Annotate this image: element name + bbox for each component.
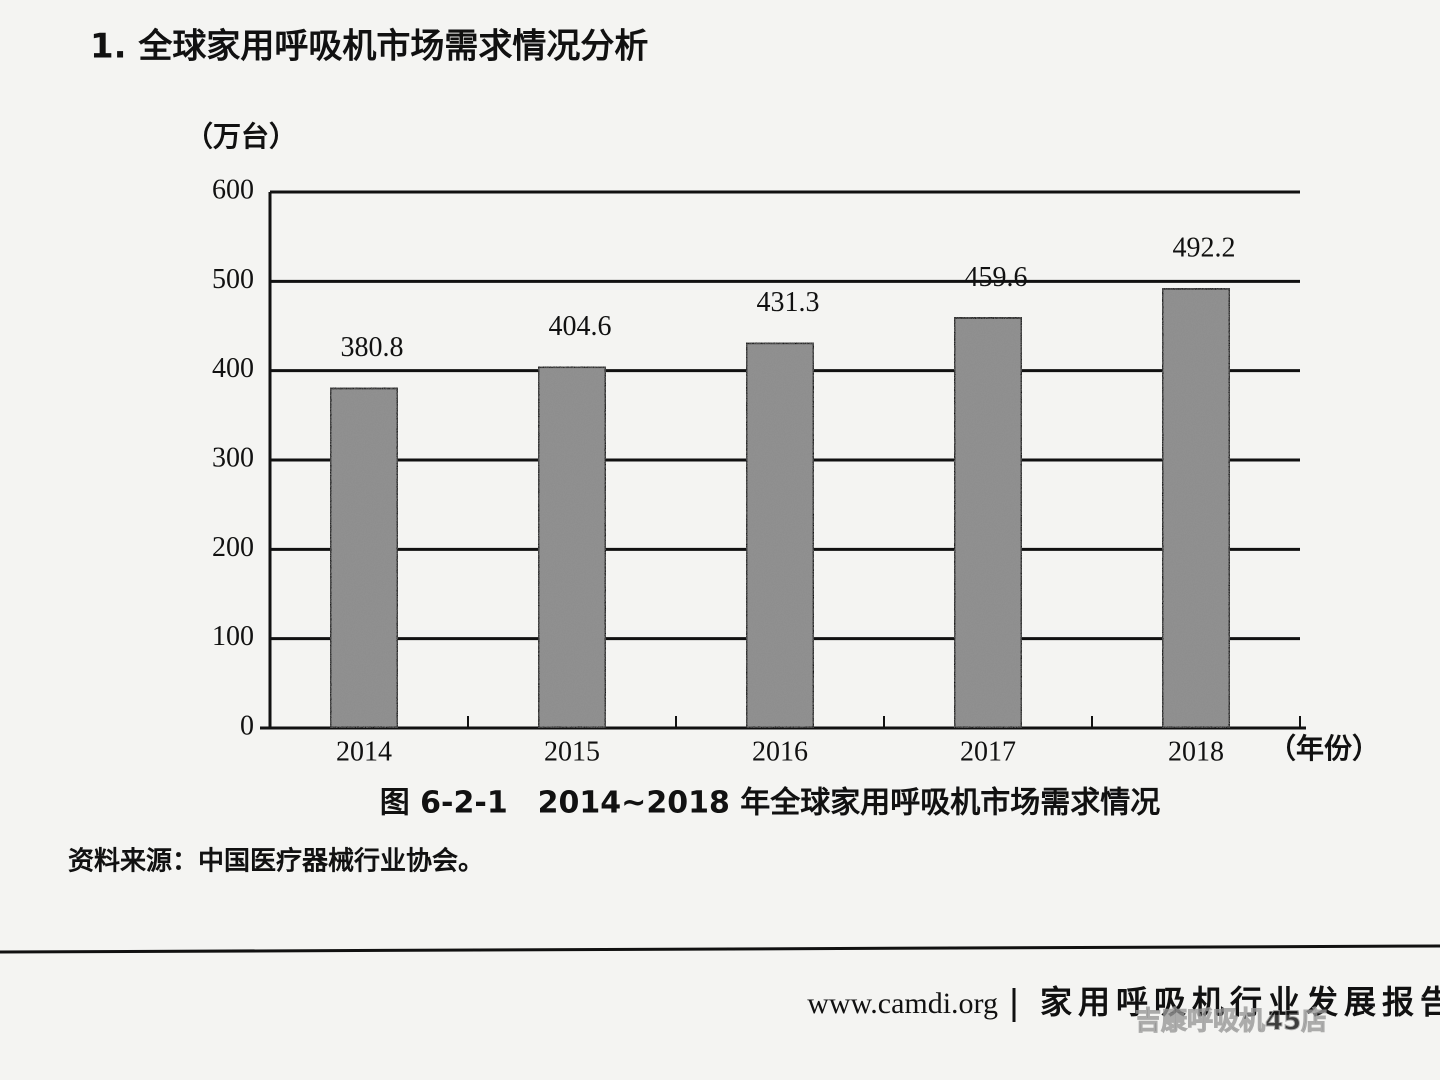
footer-url: www.camdi.org	[807, 987, 998, 1020]
x-tick-label: 2015	[544, 736, 600, 767]
bar	[1160, 286, 1232, 730]
value-label: 404.6	[549, 311, 612, 342]
x-tick-label: 2017	[960, 736, 1016, 767]
value-label: 431.3	[757, 287, 820, 318]
y-axis-label: （万台）	[185, 120, 297, 153]
value-label: 380.8	[341, 332, 404, 363]
value-label: 459.6	[965, 262, 1028, 293]
bar	[536, 365, 608, 730]
watermark: 吉康呼吸机45店	[1135, 1006, 1327, 1037]
heading: 1. 全球家用呼吸机市场需求情况分析	[90, 27, 648, 67]
bar	[952, 315, 1024, 730]
x-tick-label: 2014	[336, 736, 392, 767]
x-tick-label: 2018	[1168, 736, 1224, 767]
x-axis-label: （年份）	[1268, 732, 1380, 765]
y-tick-label: 100	[212, 621, 254, 652]
y-tick-label: 0	[240, 710, 254, 741]
value-label: 492.2	[1173, 233, 1236, 264]
footer-rule	[0, 944, 1440, 954]
chart-title: 图 6-2-1 2014~2018 年全球家用呼吸机市场需求情况	[380, 786, 1161, 821]
bar	[328, 386, 400, 730]
y-tick-label: 500	[212, 264, 254, 295]
y-tick-label: 600	[212, 174, 254, 205]
y-tick-label: 300	[212, 442, 254, 473]
y-tick-label: 200	[212, 532, 254, 563]
y-tick-label: 400	[212, 353, 254, 384]
x-tick-label: 2016	[752, 736, 808, 767]
bar	[744, 341, 816, 730]
source: 资料来源：中国医疗器械行业协会。	[68, 846, 484, 877]
footer-report: 家用呼吸机行业发展报告	[1040, 983, 1440, 1021]
